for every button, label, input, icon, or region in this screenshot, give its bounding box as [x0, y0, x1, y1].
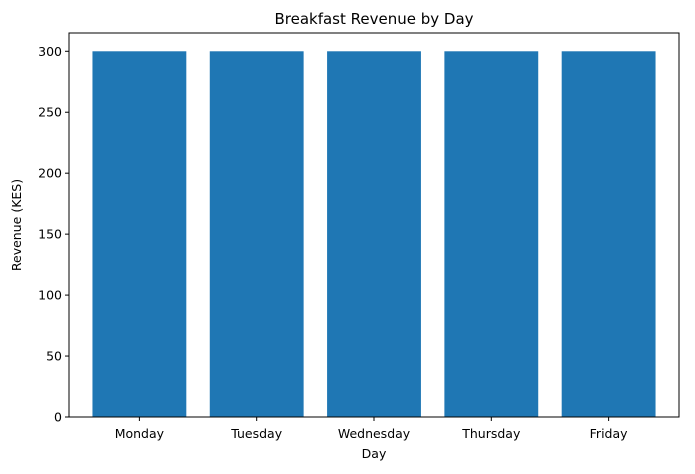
y-tick-label: 100: [38, 288, 62, 303]
y-tick-label: 50: [46, 349, 62, 364]
bar-monday: [92, 51, 187, 417]
y-tick-label: 0: [54, 410, 62, 425]
y-tick-label: 250: [38, 105, 62, 120]
bars-layer: [92, 51, 656, 417]
y-ticks-layer: 0 50 100 150 200 250 300: [38, 44, 69, 425]
x-tick-label: Thursday: [461, 426, 521, 441]
bar-thursday: [444, 51, 539, 417]
chart-title: Breakfast Revenue by Day: [274, 10, 473, 28]
bar-tuesday: [209, 51, 304, 417]
y-axis-title: Revenue (KES): [9, 179, 24, 271]
y-tick-label: 300: [38, 44, 62, 59]
x-tick-label: Monday: [115, 426, 165, 441]
x-axis-title: Day: [362, 446, 387, 461]
y-tick-label: 150: [38, 227, 62, 242]
x-tick-label: Wednesday: [338, 426, 411, 441]
bar-wednesday: [327, 51, 421, 417]
x-ticks-layer: Monday Tuesday Wednesday Thursday Friday: [115, 417, 628, 441]
x-tick-label: Friday: [590, 426, 628, 441]
bar-friday: [561, 51, 656, 417]
x-tick-label: Tuesday: [230, 426, 282, 441]
y-tick-label: 200: [38, 166, 62, 181]
